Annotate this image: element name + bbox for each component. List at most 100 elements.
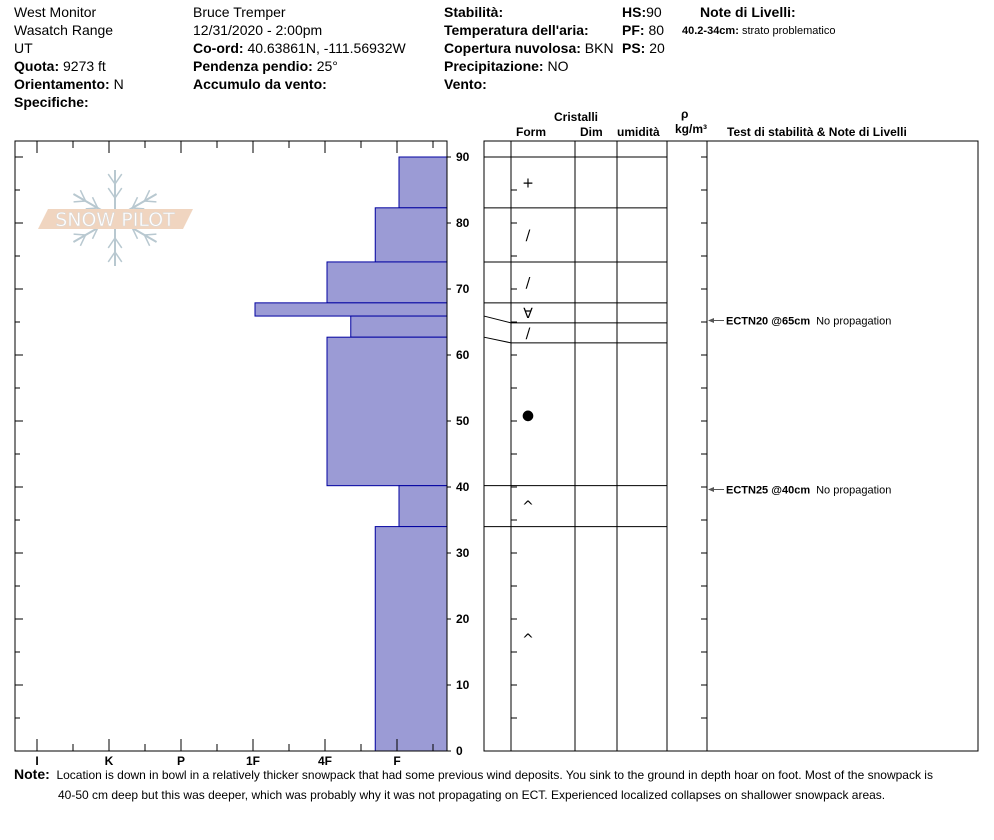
hs-label: HS:	[622, 4, 647, 20]
crystal-grid-frame	[483, 140, 979, 752]
aspect-label: Orientamento:	[14, 76, 110, 92]
y-tick-label: 80	[456, 216, 470, 230]
air-temp-label: Temperatura dell'aria:	[444, 22, 589, 38]
y-tick-label: 50	[456, 414, 470, 428]
note-line1: Note: Location is down in bowl in a rela…	[14, 765, 933, 784]
logo-flake-branch	[114, 173, 123, 185]
wind-label: Vento:	[444, 76, 487, 92]
x-tick-label: 4F	[318, 754, 332, 768]
logo-flake-branch	[91, 227, 99, 240]
location: West Monitor	[14, 4, 97, 20]
hardness-bar	[254, 302, 448, 317]
slope-value: 25°	[316, 58, 338, 74]
hs: HS:90	[622, 3, 662, 21]
hardness-bar	[350, 315, 448, 338]
crystal-form-symbol: ∀	[523, 306, 533, 322]
x-tick-label: K	[105, 754, 114, 768]
ps-value: 20	[649, 40, 665, 56]
precip: Precipitazione: NO	[444, 57, 568, 75]
layer-note-range: 40.2-34cm:	[682, 25, 739, 37]
hs-value: 90	[646, 4, 662, 20]
pf-label: PF:	[622, 22, 645, 38]
hardness-bar	[374, 526, 448, 752]
layer-note: 40.2-34cm: strato problematico	[682, 22, 835, 40]
logo-flake-branch	[85, 207, 98, 210]
logo-flake-branch	[114, 237, 123, 249]
crystal-form-symbol: ^	[522, 499, 534, 515]
tests-header: Test di stabilità & Note di Livelli	[727, 125, 907, 139]
pf-value: 80	[648, 22, 665, 38]
y-tick-label: 40	[456, 480, 470, 494]
test-arrowhead	[708, 487, 714, 492]
test-result: No propagation	[816, 485, 891, 497]
x-tick-label: I	[35, 754, 38, 768]
form-header: Form	[516, 125, 546, 139]
logo-flake-branch	[79, 189, 87, 202]
hardness-plot-frame	[14, 140, 448, 752]
y-tick-label: 60	[456, 348, 470, 362]
y-tick-label: 90	[456, 150, 470, 164]
test-code: ECTN20 @65cm	[726, 316, 810, 328]
layer-connector	[483, 315, 512, 324]
hardness-bar	[326, 261, 448, 304]
logo-flake-branch	[143, 234, 151, 247]
logo-flake-branch	[79, 234, 87, 247]
crystals-header: Cristalli	[554, 110, 599, 124]
note-text-1: Location is down in bowl in a relatively…	[56, 768, 933, 782]
ps-label: PS:	[622, 40, 646, 56]
y-tick-label: 30	[456, 546, 470, 560]
pf: PF: 80	[622, 21, 664, 39]
coord: Co-ord: 40.63861N, -111.56932W	[193, 39, 406, 57]
logo-flake-branch	[131, 227, 139, 240]
stability-test: ECTN20 @65cm No propagation	[726, 316, 891, 328]
logo-flake-branch	[144, 200, 157, 203]
elevation: Quota: 9273 ft	[14, 57, 106, 75]
stability-test: ECTN25 @40cm No propagation	[726, 485, 891, 497]
state: UT	[14, 40, 33, 56]
rho-header: ρ	[681, 107, 689, 121]
precip-label: Precipitazione:	[444, 58, 544, 74]
crystal-form-symbol: +	[522, 175, 534, 191]
specifics-label: Specifiche:	[14, 94, 89, 110]
size-header: Dim	[580, 125, 603, 139]
logo-flake-branch	[131, 196, 139, 209]
crystal-form-symbol: /	[526, 326, 531, 342]
snowpilot-logo: SNOW PILOT	[38, 170, 193, 266]
slope-label: Pendenza pendio:	[193, 58, 313, 74]
sky: Copertura nuvolosa: BKN	[444, 39, 614, 57]
range: Wasatch Range	[14, 22, 114, 38]
logo-flake-branch	[73, 200, 86, 203]
logo-flake-branch	[107, 187, 116, 199]
coord-value: 40.63861N, -111.56932W	[247, 40, 406, 56]
moisture-header: umidità	[617, 125, 660, 139]
sky-value: BKN	[584, 40, 614, 56]
aspect: Orientamento: N	[14, 75, 124, 93]
logo-flake-branch	[73, 233, 86, 236]
logo-flake-branch	[107, 173, 116, 185]
layer-notes-label: Note di Livelli:	[700, 4, 796, 20]
x-tick-label: P	[177, 754, 185, 768]
crystal-form-symbol: ●	[522, 407, 534, 423]
logo-flake-branch	[132, 207, 145, 210]
layer-note-text: strato problematico	[741, 25, 836, 37]
test-arrowhead	[708, 318, 714, 323]
logo-band	[38, 209, 193, 229]
logo-flake-branch	[107, 237, 116, 249]
ps: PS: 20	[622, 39, 665, 57]
precip-value: NO	[547, 58, 569, 74]
hardness-bar	[326, 336, 448, 487]
observer: Bruce Tremper	[193, 4, 286, 20]
x-tick-label: 1F	[246, 754, 260, 768]
datetime: 12/31/2020 - 2:00pm	[193, 22, 323, 38]
hardness-bar	[374, 207, 448, 263]
logo-flake-branch	[114, 187, 123, 199]
slope: Pendenza pendio: 25°	[193, 57, 338, 75]
hardness-bar	[398, 485, 448, 528]
test-code: ECTN25 @40cm	[726, 485, 810, 497]
y-tick-label: 20	[456, 612, 470, 626]
note-label: Note:	[14, 766, 50, 782]
layer-connector	[483, 336, 512, 344]
logo-flake-branch	[114, 251, 123, 263]
